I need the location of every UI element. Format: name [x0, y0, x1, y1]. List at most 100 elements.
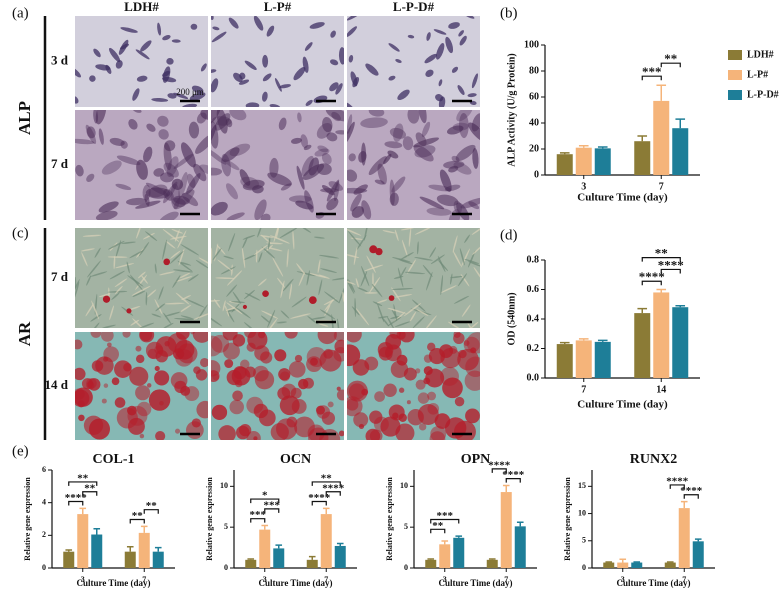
- cell: [129, 250, 144, 259]
- y-tick-label: 0: [582, 563, 586, 572]
- nodule: [434, 413, 451, 429]
- cell: [262, 54, 269, 68]
- cell: [173, 195, 190, 205]
- cell: [276, 321, 287, 324]
- nodule: [419, 423, 427, 431]
- nodule: [102, 295, 111, 303]
- significance-label: **: [655, 246, 668, 261]
- significance-bracket: [641, 280, 662, 286]
- cell: [289, 283, 293, 300]
- cell: [118, 39, 129, 55]
- cell: [317, 259, 321, 274]
- cell: [444, 184, 461, 192]
- x-axis-label: Culture Time (day): [76, 578, 150, 588]
- nodule: [347, 344, 361, 367]
- cell: [461, 304, 471, 317]
- significance-bracket: [430, 518, 460, 524]
- error-bar: [441, 540, 449, 545]
- cell: [456, 202, 470, 220]
- cell: [468, 261, 480, 267]
- nodule: [154, 365, 160, 372]
- nodule: [347, 396, 363, 417]
- cell: [220, 266, 236, 275]
- cell: [445, 36, 454, 54]
- cell: [166, 57, 174, 65]
- error-bar: [154, 546, 162, 552]
- cell: [81, 252, 88, 267]
- cell: [280, 310, 290, 319]
- y-tick-label: 15: [578, 481, 586, 490]
- nodule: [101, 332, 114, 342]
- nodule: [334, 339, 344, 354]
- legend-label: L-P#: [747, 69, 768, 80]
- cell: [455, 144, 476, 162]
- cell: [146, 123, 156, 132]
- cell: [438, 79, 443, 87]
- significance-bracket: [325, 491, 341, 496]
- y-tick-label: 10: [400, 481, 408, 490]
- cell: [473, 267, 480, 282]
- nodule: [222, 332, 238, 341]
- cell: [132, 290, 146, 297]
- nodule: [464, 370, 480, 391]
- x-tick-label: 7: [142, 575, 146, 584]
- x-tick-label: 3: [581, 181, 586, 192]
- cell: [384, 141, 403, 149]
- cell: [180, 244, 200, 256]
- nodule: [146, 383, 152, 388]
- cell: [195, 259, 208, 269]
- cell: [400, 228, 416, 231]
- y-axis-label: Relative gene expression: [205, 477, 214, 561]
- cell: [321, 185, 335, 196]
- y-tick-label: 10: [220, 481, 228, 490]
- cell: [95, 210, 118, 220]
- cell: [397, 89, 410, 101]
- significance-label: **: [664, 51, 677, 66]
- cell: [365, 63, 379, 76]
- cell: [383, 153, 392, 165]
- nodule: [398, 387, 405, 393]
- cell: [435, 43, 445, 60]
- cell: [309, 273, 327, 278]
- cell: [331, 277, 344, 281]
- cell: [457, 85, 465, 95]
- cell: [424, 53, 437, 64]
- cell: [457, 273, 467, 287]
- cell: [307, 316, 318, 325]
- bar: [594, 148, 611, 175]
- error-bar: [455, 535, 463, 538]
- chart-title: OCN: [280, 452, 311, 467]
- cell: [381, 316, 390, 327]
- nodule: [246, 342, 256, 352]
- significance-label: ****: [502, 469, 525, 481]
- cell: [163, 181, 178, 204]
- cell: [337, 318, 340, 328]
- cell: [172, 269, 193, 273]
- cell: [419, 196, 445, 210]
- cell: [254, 199, 267, 220]
- cell: [217, 259, 233, 272]
- cell: [254, 244, 268, 256]
- column-header: LDH#: [124, 0, 159, 14]
- cell: [132, 110, 142, 113]
- cell: [443, 160, 465, 169]
- nodule: [135, 385, 151, 401]
- nodule: [262, 290, 269, 298]
- cell: [130, 319, 140, 326]
- cell: [372, 272, 374, 288]
- y-tick-label: 2: [42, 530, 46, 539]
- nodule: [294, 416, 315, 438]
- cell: [111, 292, 120, 300]
- error-bar: [619, 558, 627, 563]
- cell: [279, 84, 291, 89]
- cell: [354, 297, 357, 318]
- cell: [98, 201, 119, 213]
- cell: [471, 73, 478, 89]
- cell: [75, 164, 84, 177]
- cell: [174, 318, 194, 321]
- bar: [245, 559, 257, 568]
- cell: [401, 239, 408, 258]
- cell: [211, 69, 217, 73]
- cell: [126, 261, 130, 274]
- cell: [75, 138, 95, 145]
